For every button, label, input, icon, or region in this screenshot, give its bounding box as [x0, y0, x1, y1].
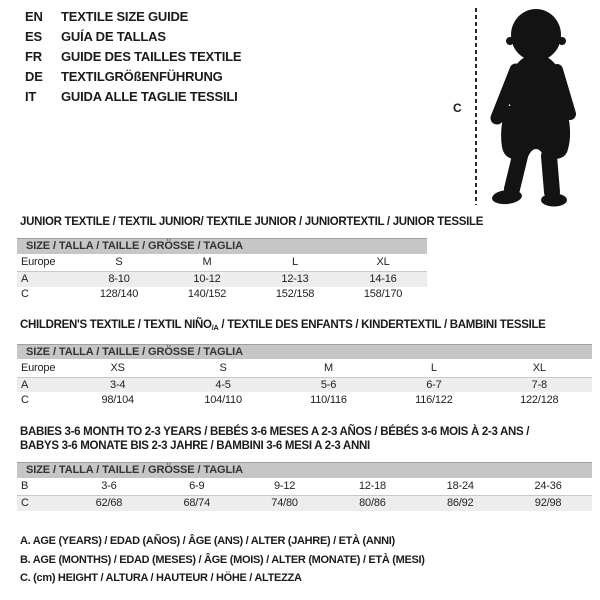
- table-row-c: C 62/68 68/74 74/80 80/86 86/92 92/98: [17, 495, 592, 511]
- footnote-c: C. (cm) HEIGHT / ALTURA / HAUTEUR / HÖHE…: [20, 572, 302, 584]
- row-label: A: [17, 271, 75, 287]
- footnote-a: A. AGE (YEARS) / EDAD (AÑOS) / ÂGE (ANS)…: [20, 535, 395, 547]
- table-cell: 18-24: [416, 477, 505, 496]
- children-section-title: CHILDREN'S TEXTILE / TEXTIL NIÑO/A / TEX…: [20, 318, 592, 335]
- table-cell: 8-10: [75, 271, 163, 287]
- size-header-bar: SIZE / TALLA / TAILLE / GRÖSSE / TAGLIA: [17, 238, 427, 254]
- language-title: GUÍA DE TALLAS: [61, 29, 166, 44]
- title-part: / TEXTILE DES ENFANTS / KINDERTEXTIL / B…: [218, 319, 546, 331]
- row-label: Europe: [17, 359, 65, 378]
- table-cell: 80/86: [328, 495, 417, 511]
- row-label: B: [17, 477, 65, 496]
- language-row-de: DE TEXTILGRÖßENFÜHRUNG: [25, 67, 241, 87]
- table-cell: S: [75, 253, 163, 272]
- table-row-a: A 3-4 4-5 5-6 6-7 7-8: [17, 377, 592, 393]
- junior-table: SIZE / TALLA / TAILLE / GRÖSSE / TAGLIA …: [17, 238, 427, 302]
- table-cell: 98/104: [101, 393, 134, 406]
- language-title: GUIDA ALLE TAGLIE TESSILI: [61, 89, 238, 104]
- language-list: EN TEXTILE SIZE GUIDE ES GUÍA DE TALLAS …: [25, 7, 242, 107]
- table-cell: 104/110: [204, 393, 242, 406]
- row-label: C: [21, 393, 29, 406]
- table-cell: 128/140: [99, 288, 139, 300]
- table-cell: 68/74: [152, 495, 241, 511]
- row-label: C: [21, 288, 29, 300]
- table-row-b: B 3-6 6-9 9-12 12-18 18-24 24-36: [17, 477, 592, 496]
- table-cell: 86/92: [416, 495, 505, 511]
- footnotes: A. AGE (YEARS) / EDAD (AÑOS) / ÂGE (ANS)…: [20, 532, 425, 588]
- table-row-europe: Europe XS S M L XL: [17, 359, 592, 378]
- size-header-bar: SIZE / TALLA / TAILLE / GRÖSSE / TAGLIA: [17, 343, 592, 360]
- table-cell: 9-12: [240, 477, 329, 496]
- title-part: CHILDREN'S TEXTILE / TEXTIL NIÑO: [20, 319, 212, 331]
- size-header-label: SIZE / TALLA / TAILLE / GRÖSSE / TAGLIA: [17, 238, 427, 254]
- table-cell: 92/98: [504, 495, 592, 511]
- table-cell: 12-18: [328, 477, 417, 496]
- footnote-b: B. AGE (MONTHS) / EDAD (MESES) / ÂGE (MO…: [20, 553, 425, 566]
- language-code: IT: [25, 89, 37, 104]
- table-cell: 14-16: [339, 271, 427, 287]
- table-cell: 74/80: [240, 495, 329, 511]
- table-cell: 158/170: [363, 288, 403, 300]
- babies-section-title-line2: BABYS 3-6 MONATE BIS 2-3 JAHRE / BAMBINI…: [20, 440, 370, 452]
- size-header-bar: SIZE / TALLA / TAILLE / GRÖSSE / TAGLIA: [17, 462, 592, 478]
- language-code: FR: [25, 49, 42, 64]
- language-row-it: IT GUIDA ALLE TAGLIE TESSILI: [25, 87, 241, 107]
- language-code: EN: [25, 9, 43, 24]
- table-cell: 6-9: [152, 477, 241, 496]
- table-cell: 10-12: [163, 271, 251, 287]
- table-row-a: A 8-10 10-12 12-13 14-16: [17, 271, 427, 287]
- table-cell: 5-6: [275, 377, 382, 393]
- size-header-label: SIZE / TALLA / TAILLE / GRÖSSE / TAGLIA: [17, 462, 592, 478]
- height-label-c: C: [453, 101, 462, 115]
- table-cell: XS: [65, 359, 171, 378]
- table-row-c: C 98/104 104/110 110/116 116/122 122/128: [17, 392, 592, 407]
- height-measure-dotted-line: [475, 8, 477, 205]
- table-cell: XL: [486, 359, 592, 378]
- table-cell: 152/158: [275, 288, 315, 300]
- table-row-europe: Europe S M L XL: [17, 253, 427, 272]
- table-cell: 122/128: [520, 393, 559, 406]
- language-code: ES: [25, 29, 42, 44]
- title-subscript: /A: [211, 322, 219, 332]
- table-cell: 110/116: [310, 393, 347, 406]
- language-title: GUIDE DES TAILLES TEXTILE: [61, 49, 242, 64]
- table-cell: 3-4: [65, 377, 171, 393]
- row-label: C: [17, 495, 65, 511]
- junior-section-title: JUNIOR TEXTILE / TEXTIL JUNIOR/ TEXTILE …: [20, 216, 484, 228]
- babies-section-title-line1: BABIES 3-6 MONTH TO 2-3 YEARS / BEBÉS 3-…: [20, 426, 530, 438]
- language-code: DE: [25, 69, 43, 84]
- language-row-fr: FR GUIDE DES TAILLES TEXTILE: [25, 47, 242, 67]
- table-cell: 3-6: [65, 477, 153, 496]
- size-header-label: SIZE / TALLA / TAILLE / GRÖSSE / TAGLIA: [17, 343, 592, 360]
- table-cell: 6-7: [381, 377, 487, 393]
- table-cell: L: [251, 253, 339, 272]
- table-row-c: C 128/140 140/152 152/158 158/170: [17, 287, 427, 302]
- table-cell: M: [275, 359, 382, 378]
- row-label: Europe: [17, 253, 75, 272]
- children-table: SIZE / TALLA / TAILLE / GRÖSSE / TAGLIA …: [17, 343, 592, 408]
- row-label: A: [17, 377, 65, 393]
- table-cell: 116/122: [415, 393, 453, 406]
- table-cell: S: [170, 359, 276, 378]
- children-section: CHILDREN'S TEXTILE / TEXTIL NIÑO/A / TEX…: [17, 318, 592, 407]
- table-cell: M: [163, 253, 251, 272]
- language-title: TEXTILE SIZE GUIDE: [61, 9, 189, 24]
- baby-silhouette-icon: [490, 9, 576, 207]
- table-cell: 12-13: [251, 271, 339, 287]
- babies-table: SIZE / TALLA / TAILLE / GRÖSSE / TAGLIA …: [17, 462, 592, 511]
- table-cell: XL: [339, 253, 427, 272]
- table-cell: 4-5: [170, 377, 276, 393]
- junior-section: JUNIOR TEXTILE / TEXTIL JUNIOR/ TEXTILE …: [17, 215, 484, 302]
- language-row-es: ES GUÍA DE TALLAS: [25, 27, 241, 47]
- table-cell: 7-8: [486, 377, 592, 393]
- table-cell: 140/152: [187, 288, 227, 300]
- language-title: TEXTILGRÖßENFÜHRUNG: [61, 69, 223, 84]
- table-cell: L: [381, 359, 487, 378]
- babies-section: BABIES 3-6 MONTH TO 2-3 YEARS / BEBÉS 3-…: [17, 425, 592, 511]
- table-cell: 24-36: [504, 477, 592, 496]
- language-row-en: EN TEXTILE SIZE GUIDE: [25, 7, 241, 27]
- table-cell: 62/68: [65, 495, 153, 511]
